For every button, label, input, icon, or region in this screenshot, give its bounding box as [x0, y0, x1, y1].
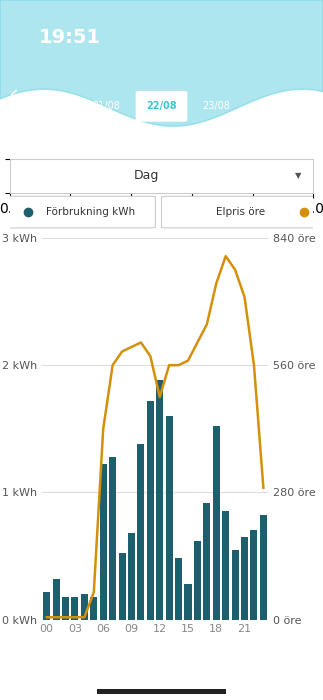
- Bar: [90, 596, 97, 620]
- Bar: [137, 444, 144, 620]
- Text: ‹: ‹: [8, 83, 18, 108]
- Bar: [100, 464, 107, 620]
- Bar: [166, 416, 173, 620]
- Text: ▼: ▼: [295, 172, 301, 180]
- Bar: [250, 531, 257, 620]
- Bar: [119, 554, 126, 620]
- FancyBboxPatch shape: [136, 91, 187, 122]
- Bar: [62, 596, 69, 620]
- Bar: [71, 596, 78, 620]
- Bar: [222, 512, 229, 620]
- FancyBboxPatch shape: [162, 196, 319, 228]
- Bar: [232, 550, 239, 620]
- Text: 19:51: 19:51: [39, 28, 101, 47]
- Bar: [260, 515, 267, 620]
- Bar: [128, 533, 135, 620]
- Bar: [97, 689, 226, 694]
- Text: Förbrukning kWh: Förbrukning kWh: [46, 207, 135, 217]
- Text: 23/08: 23/08: [203, 102, 230, 111]
- Bar: [147, 401, 154, 620]
- Bar: [53, 579, 60, 620]
- Text: 24/08: 24/08: [254, 102, 282, 111]
- Bar: [203, 503, 210, 620]
- Bar: [241, 537, 248, 620]
- Bar: [81, 594, 88, 620]
- Bar: [156, 380, 163, 620]
- Bar: [184, 584, 192, 620]
- Text: 20/08: 20/08: [44, 102, 72, 111]
- Text: 21/08: 21/08: [93, 102, 120, 111]
- Text: Elpris öre: Elpris öre: [216, 207, 265, 217]
- Bar: [175, 559, 182, 620]
- Bar: [109, 456, 116, 620]
- Bar: [194, 540, 201, 620]
- Text: Dag: Dag: [134, 169, 159, 182]
- FancyBboxPatch shape: [4, 196, 155, 228]
- Bar: [43, 592, 50, 620]
- Bar: [213, 426, 220, 620]
- Text: 22/08: 22/08: [146, 102, 177, 111]
